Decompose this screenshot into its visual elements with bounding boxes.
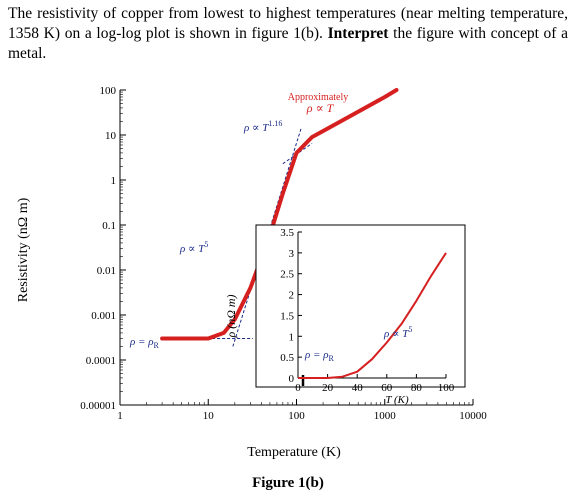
main-x-tick-label: 10000 — [459, 410, 487, 422]
main-x-tick-label: 10 — [203, 410, 215, 422]
main-y-tick-label: 1 — [111, 175, 117, 187]
main-y-tick-label: 0.1 — [102, 220, 116, 232]
inset-x-tick-label: 80 — [411, 382, 423, 394]
fit-line-t5 — [232, 126, 302, 347]
inset-resistivity-curve — [298, 252, 447, 379]
inset-frame — [255, 224, 466, 388]
main-y-tick-label: 10 — [105, 130, 117, 142]
main-x-axis-label: Temperature (K) — [247, 445, 341, 460]
resistivity-curve — [160, 88, 399, 341]
figure-caption: Figure 1(b) — [252, 475, 324, 491]
annotation-t116: ρ ∝ T1.16 — [243, 119, 282, 134]
question-bold-word: Interpret — [327, 25, 389, 42]
inset-y-tick-label: 1.5 — [280, 310, 294, 322]
inset-x-axis-label: T (K) — [385, 394, 409, 406]
annotation-approx-line2: ρ ∝ T — [306, 101, 335, 115]
main-x-tick-label: 100 — [288, 410, 305, 422]
inset-y-tick-label: 2 — [289, 290, 295, 302]
inset-y-tick-label: 2.5 — [280, 269, 294, 281]
inset-y-tick-label: 0 — [289, 373, 295, 385]
question-part-2: the figure with concept of a metal. — [8, 25, 569, 62]
main-y-axis-label: Resistivity (nΩ m) — [16, 197, 31, 302]
annotation-approx-line1: Approximately — [288, 92, 349, 103]
annotation-t5: ρ ∝ T5 — [179, 240, 208, 255]
inset-x-tick-label: 0 — [295, 382, 301, 394]
main-x-tick-label: 1 — [117, 410, 123, 422]
inset-y-tick-label: 0.5 — [280, 352, 294, 364]
main-y-tick-label: 0.001 — [91, 310, 116, 322]
main-x-tick-label: 1000 — [374, 410, 397, 422]
inset-x-tick-label: 60 — [381, 382, 393, 394]
inset-y-tick-label: 1 — [289, 331, 295, 343]
inset-chart: 0 0.5 1 1.5 2 2.5 3 3.5 0 20 40 60 80 100 ρ ∝ T5 ρ =… — [224, 224, 466, 406]
annotation-rhoR: ρ = ρR — [129, 336, 159, 350]
inset-y-axis-label: ρ (nΩ m) — [224, 294, 238, 338]
inset-annotation-rhoR: ρ = ρR — [304, 349, 334, 363]
question-text: The resistivity of copper from lowest to… — [8, 4, 568, 64]
main-y-tick-label: 0.01 — [97, 265, 116, 277]
inset-x-tick-label: 100 — [438, 382, 455, 394]
inset-y-tick-label: 3 — [289, 248, 295, 260]
main-y-tick-label: 100 — [100, 85, 117, 97]
inset-x-tick-label: 20 — [322, 382, 334, 394]
inset-x-tick-label: 40 — [352, 382, 364, 394]
inset-annotation-t5: ρ ∝ T5 — [383, 325, 412, 340]
main-y-tick-label: 0.00001 — [80, 400, 116, 412]
main-y-tick-label: 0.0001 — [86, 355, 116, 367]
question-part-1: The resistivity of copper from lowest to… — [8, 5, 568, 42]
inset-y-tick-label: 3.5 — [280, 227, 294, 239]
